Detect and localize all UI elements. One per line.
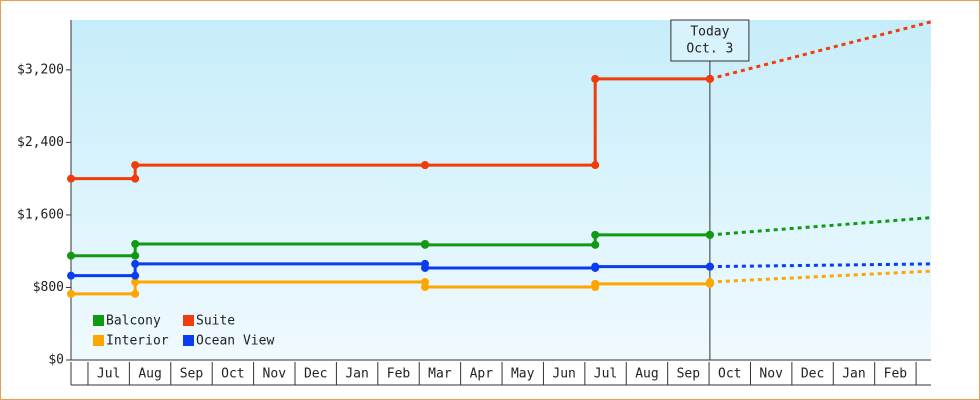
price-point — [591, 262, 600, 271]
y-tick-label: $3,200 — [17, 62, 64, 77]
price-point — [591, 161, 600, 170]
x-tick-label: Oct — [718, 367, 741, 382]
y-tick-label: $800 — [33, 280, 64, 295]
price-point — [421, 263, 430, 272]
today-box — [670, 19, 750, 62]
price-point — [131, 174, 140, 183]
x-tick-label: Mar — [428, 367, 452, 382]
price-point — [591, 240, 600, 249]
x-tick-label: Aug — [138, 367, 161, 382]
x-tick-label: Jan — [842, 367, 865, 382]
price-point — [131, 278, 140, 287]
x-tick-label: Nov — [759, 367, 783, 382]
price-point — [131, 239, 140, 248]
price-point — [591, 230, 600, 239]
x-tick-label: Feb — [387, 367, 411, 382]
x-tick-label: Apr — [470, 367, 494, 382]
plot-area — [71, 20, 931, 360]
price-point — [67, 251, 75, 260]
x-tick-label: Sep — [677, 367, 701, 382]
y-tick-label: $1,600 — [17, 207, 64, 222]
price-point — [705, 262, 714, 271]
price-point — [131, 251, 140, 260]
x-tick-label: Aug — [635, 367, 658, 382]
legend-swatch — [93, 315, 104, 326]
today-label: Oct. 3 — [686, 42, 733, 57]
forecast-line — [709, 20, 932, 81]
price-point — [131, 271, 140, 280]
forecast-line — [709, 216, 932, 237]
price-point — [591, 74, 600, 83]
x-tick-label: Oct — [221, 367, 244, 382]
price-point — [67, 289, 75, 298]
x-tick-label: Feb — [884, 367, 908, 382]
forecast-line — [709, 262, 932, 269]
x-tick-label: Jan — [345, 367, 368, 382]
price-point — [705, 74, 714, 83]
price-point — [67, 174, 75, 183]
legend-swatch — [93, 335, 104, 346]
legend-label: Ocean View — [196, 334, 274, 349]
x-tick-label: Jun — [552, 367, 575, 382]
x-tick-label: Jul — [594, 367, 617, 382]
price-point — [131, 259, 140, 268]
today-label: Today — [690, 25, 729, 40]
y-tick-label: $2,400 — [17, 135, 64, 150]
price-point — [131, 161, 140, 170]
forecast-line — [709, 269, 932, 284]
price-point — [421, 240, 430, 249]
legend-label: Interior — [106, 334, 169, 349]
legend-label: Balcony — [106, 314, 161, 329]
legend-label: Suite — [196, 314, 235, 329]
legend-swatch — [183, 335, 194, 346]
price-point — [591, 279, 600, 288]
price-point — [705, 230, 714, 239]
legend-swatch — [183, 315, 194, 326]
y-tick-label: $0 — [48, 353, 64, 368]
price-point — [131, 289, 140, 298]
x-tick-label: Nov — [263, 367, 287, 382]
price-point — [421, 283, 430, 292]
price-point — [67, 271, 75, 280]
x-tick-label: Sep — [180, 367, 204, 382]
price-point — [421, 161, 430, 170]
x-tick-label: May — [511, 367, 535, 382]
x-tick-label: Dec — [801, 367, 824, 382]
x-tick-label: Jul — [97, 367, 120, 382]
x-tick-label: Dec — [304, 367, 327, 382]
price-point — [705, 278, 714, 287]
